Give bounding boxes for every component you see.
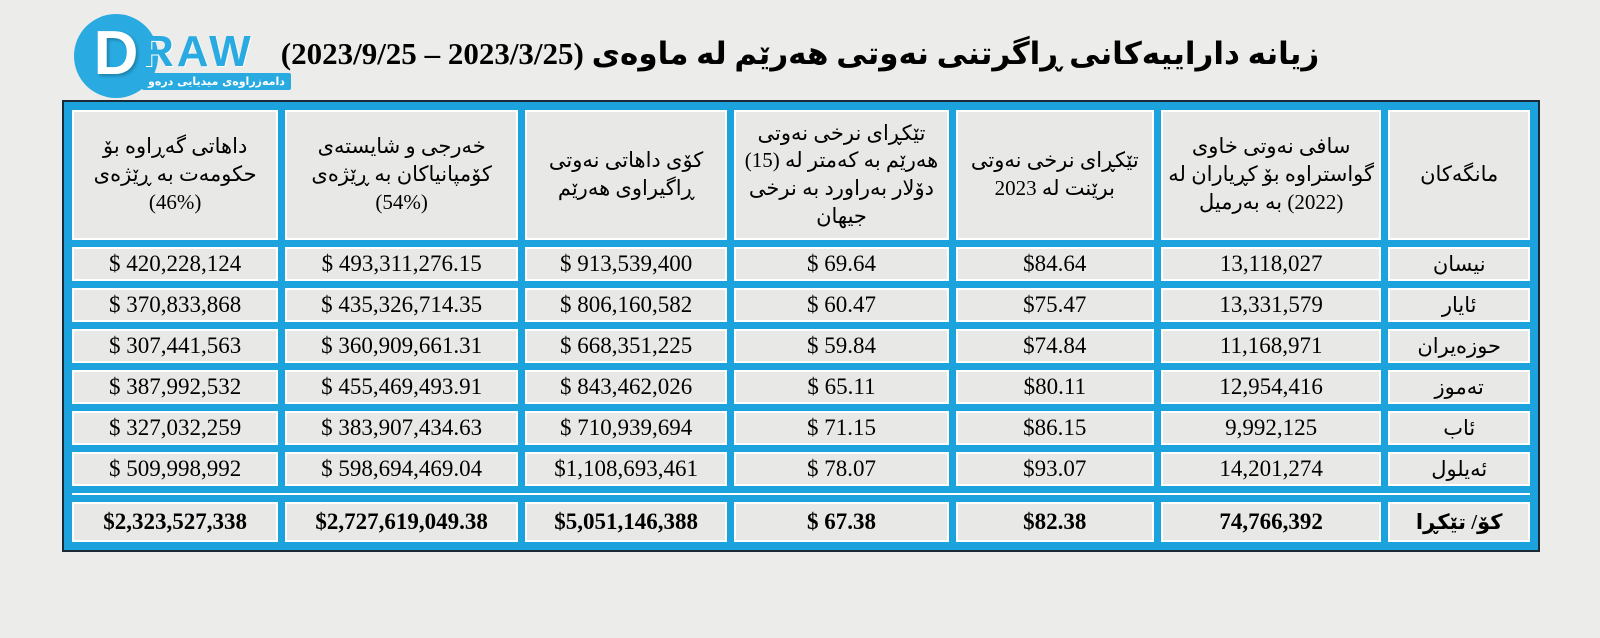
column-header-government_share: داهاتی گەڕاوە بۆ حکومەت بە ڕێژەی (%46) — [72, 110, 279, 240]
cell-region_price: $ 60.47 — [734, 288, 949, 322]
cell-total_revenue: $ 806,160,582 — [524, 288, 728, 322]
draw-logo-circle: D — [74, 14, 158, 98]
data-table: مانگەکان سافی نەوتی خاوی گواستراوە بۆ کڕی… — [65, 103, 1537, 549]
cell-brent_avg: $80.11 — [955, 370, 1154, 404]
page-header: D RAW دامەزراوەی میدیایی درەو زیانە دارا… — [0, 0, 1600, 100]
cell-month: نیسان — [1388, 247, 1530, 281]
column-header-companies_share: خەرجی و شایستەی کۆمپانیاکان بە ڕێژەی (%5… — [285, 110, 518, 240]
cell-total_revenue: $1,108,693,461 — [524, 452, 728, 486]
cell-net_crude: 11,168,971 — [1160, 329, 1382, 363]
table-row: ئاب 9,992,125 $86.15 $ 71.15 $ 710,939,694 $ … — [72, 411, 1530, 445]
cell-government_share: $ 370,833,868 — [72, 288, 279, 322]
total-separator — [72, 493, 1530, 495]
cell-net_crude: 9,992,125 — [1160, 411, 1382, 445]
cell-companies_share: $ 383,907,434.63 — [285, 411, 518, 445]
cell-region_price: $ 59.84 — [734, 329, 949, 363]
cell-month: ئەیلول — [1388, 452, 1530, 486]
cell-month: ئایار — [1388, 288, 1530, 322]
cell-region_price: $ 67.38 — [734, 502, 949, 542]
cell-companies_share: $ 455,469,493.91 — [285, 370, 518, 404]
cell-month: ئاب — [1388, 411, 1530, 445]
cell-total_revenue: $5,051,146,388 — [524, 502, 728, 542]
column-header-month: مانگەکان — [1388, 110, 1530, 240]
cell-government_share: $ 420,228,124 — [72, 247, 279, 281]
cell-net_crude: 74,766,392 — [1160, 502, 1382, 542]
cell-total_revenue: $ 843,462,026 — [524, 370, 728, 404]
cell-government_share: $ 307,441,563 — [72, 329, 279, 363]
draw-logo-tagline: دامەزراوەی میدیایی درەو — [142, 73, 291, 90]
total-separator-line — [72, 493, 1530, 495]
cell-month: تەموز — [1388, 370, 1530, 404]
table-row: تەموز 12,954,416 $80.11 $ 65.11 $ 843,462,02… — [72, 370, 1530, 404]
cell-government_share: $2,323,527,338 — [72, 502, 279, 542]
cell-net_crude: 14,201,274 — [1160, 452, 1382, 486]
cell-total_revenue: $ 668,351,225 — [524, 329, 728, 363]
cell-net_crude: 12,954,416 — [1160, 370, 1382, 404]
column-header-net_crude: سافی نەوتی خاوی گواستراوە بۆ کڕیاران لە … — [1160, 110, 1382, 240]
cell-total_revenue: $ 710,939,694 — [524, 411, 728, 445]
table-row: نیسان 13,118,027 $84.64 $ 69.64 $ 913,539,40… — [72, 247, 1530, 281]
cell-brent_avg: $86.15 — [955, 411, 1154, 445]
cell-total_revenue: $ 913,539,400 — [524, 247, 728, 281]
header-row: مانگەکان سافی نەوتی خاوی گواستراوە بۆ کڕی… — [72, 110, 1530, 240]
table-row: ئەیلول 14,201,274 $93.07 $ 78.07 $1,108,693,… — [72, 452, 1530, 486]
cell-brent_avg: $82.38 — [955, 502, 1154, 542]
column-header-brent_avg: تێکڕای نرخی نەوتی برێنت لە 2023 — [955, 110, 1154, 240]
cell-net_crude: 13,118,027 — [1160, 247, 1382, 281]
cell-brent_avg: $75.47 — [955, 288, 1154, 322]
cell-companies_share: $ 493,311,276.15 — [285, 247, 518, 281]
draw-logo-wordmark: RAW دامەزراوەی میدیایی درەو — [142, 27, 291, 90]
cell-month: حوزەیران — [1388, 329, 1530, 363]
column-header-region_price: تێکڕای نرخی نەوتی هەرێم بە کەمتر لە (15)… — [734, 110, 949, 240]
draw-logo-raw-text: RAW — [142, 27, 254, 76]
total-row: کۆ/ تێکڕا 74,766,392 $82.38 $ 67.38 $5,051,1… — [72, 502, 1530, 542]
column-header-total_revenue: کۆی داهاتی نەوتی ڕاگیراوی هەرێم — [524, 110, 728, 240]
cell-companies_share: $ 435,326,714.35 — [285, 288, 518, 322]
cell-region_price: $ 78.07 — [734, 452, 949, 486]
cell-brent_avg: $93.07 — [955, 452, 1154, 486]
cell-government_share: $ 387,992,532 — [72, 370, 279, 404]
table-row: ئایار 13,331,579 $75.47 $ 60.47 $ 806,160,58… — [72, 288, 1530, 322]
cell-region_price: $ 71.15 — [734, 411, 949, 445]
cell-companies_share: $2,727,619,049.38 — [285, 502, 518, 542]
cell-region_price: $ 69.64 — [734, 247, 949, 281]
financial-losses-table: مانگەکان سافی نەوتی خاوی گواستراوە بۆ کڕی… — [62, 100, 1540, 552]
cell-region_price: $ 65.11 — [734, 370, 949, 404]
cell-government_share: $ 327,032,259 — [72, 411, 279, 445]
cell-brent_avg: $74.84 — [955, 329, 1154, 363]
cell-month: کۆ/ تێکڕا — [1388, 502, 1530, 542]
cell-companies_share: $ 598,694,469.04 — [285, 452, 518, 486]
draw-logo: D RAW دامەزراوەی میدیایی درەو — [74, 14, 291, 98]
cell-brent_avg: $84.64 — [955, 247, 1154, 281]
cell-companies_share: $ 360,909,661.31 — [285, 329, 518, 363]
page-title: زیانە داراییەکانی ڕاگرتنی نەوتی هەرێم لە… — [280, 36, 1320, 71]
cell-government_share: $ 509,998,992 — [72, 452, 279, 486]
cell-net_crude: 13,331,579 — [1160, 288, 1382, 322]
table-row: حوزەیران 11,168,971 $74.84 $ 59.84 $ 668,351… — [72, 329, 1530, 363]
